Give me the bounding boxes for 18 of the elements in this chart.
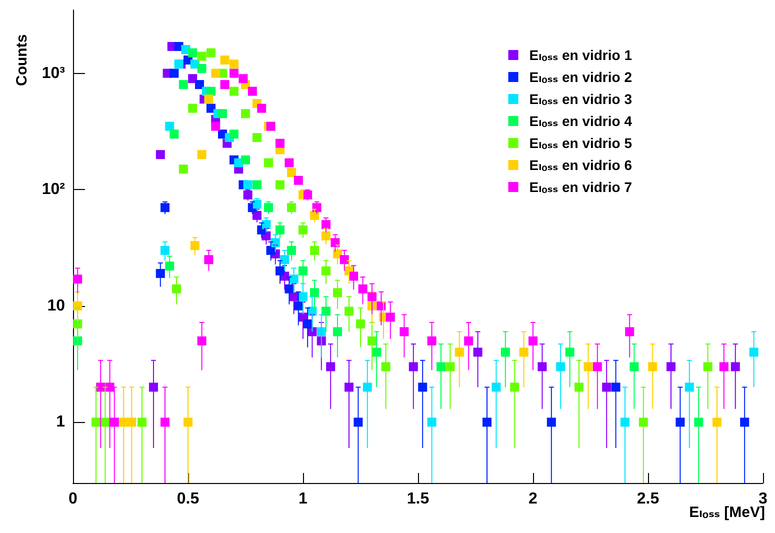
legend-label: Eₗₒₛₛ en vidrio 4 [529,113,632,129]
x-tick-label: 2 [528,490,538,508]
x-tick-label: 1.5 [406,490,430,508]
x-tick-label: 0 [68,490,78,508]
y-tick-label: 10³ [42,64,65,82]
x-tick-label: 0.5 [176,490,200,508]
y-axis-title: Counts [14,34,30,86]
x-tick-label: 1 [298,490,308,508]
y-tick-label: 1 [56,414,66,431]
legend-label: Eₗₒₛₛ en vidrio 5 [529,135,632,151]
legend-label: Eₗₒₛₛ en vidrio 7 [529,179,632,195]
legend-label: Eₗₒₛₛ en vidrio 1 [529,47,632,63]
y-tick-label: 10² [42,181,65,198]
legend-label: Eₗₒₛₛ en vidrio 3 [529,91,632,107]
y-tick-label: 10 [47,297,66,314]
legend-label: Eₗₒₛₛ en vidrio 6 [529,157,632,173]
x-tick-label: 2.5 [636,490,660,508]
legend-label: Eₗₒₛₛ en vidrio 2 [529,69,632,85]
